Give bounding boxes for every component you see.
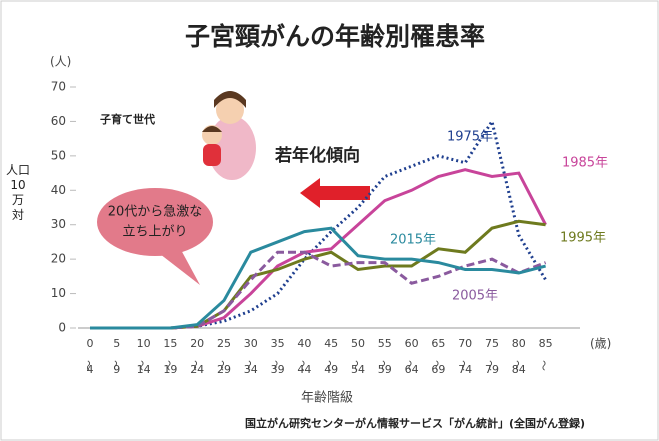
series-label: 2005年: [452, 289, 498, 304]
generation-label: 子育て世代: [100, 112, 155, 126]
bubble: [97, 188, 213, 256]
y-tick-label: 60: [51, 114, 66, 128]
y-tick-label: 40: [51, 183, 66, 197]
bubble-text: 立ち上がり: [122, 225, 187, 240]
x-unit: (歳): [590, 337, 611, 351]
y-tick-label: 10: [51, 286, 66, 300]
x-axis-label: 年齢階級: [301, 391, 353, 406]
chart-title: 子宮頸がんの年齢別罹患率: [185, 22, 485, 51]
trend-label: 若年化傾向: [274, 145, 360, 166]
y-tick-label: 20: [51, 252, 66, 266]
y-tick-label: 50: [51, 148, 66, 162]
series-label: 1995年: [560, 231, 606, 246]
series-label: 2015年: [390, 233, 436, 248]
chart: 子宮頸がんの年齢別罹患率 (人) 年齢階級 (歳) 国立がん研究センターがん情報…: [0, 0, 659, 441]
source: 国立がん研究センターがん情報サービス「がん統計」(全国がん登録): [245, 416, 585, 430]
y-tick-label: 70: [51, 80, 66, 94]
series-label: 1985年: [562, 156, 608, 171]
y-unit: (人): [50, 55, 71, 69]
y-tick-label: 30: [51, 217, 66, 231]
series-label: 1975年: [447, 130, 493, 145]
bubble-text: 20代から急激な: [108, 205, 203, 220]
y-tick-label: 0: [58, 321, 66, 335]
